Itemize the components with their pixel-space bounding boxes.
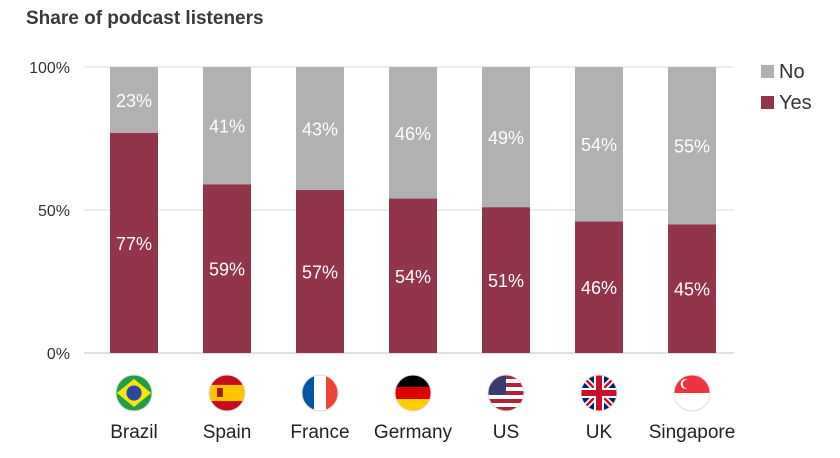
bar-yes-spain [203, 184, 251, 353]
data-label-yes: 46% [581, 278, 617, 298]
category-label: Brazil [110, 422, 158, 443]
data-label-yes: 54% [395, 267, 431, 287]
bar-no-uk [575, 67, 623, 222]
data-label-yes: 57% [302, 262, 338, 282]
data-label-yes: 51% [488, 271, 524, 291]
bar-no-singapore [668, 67, 716, 225]
bar-no-france [296, 67, 344, 190]
category-label: US [493, 422, 519, 443]
category-label: France [290, 422, 349, 443]
data-label-no: 49% [488, 128, 524, 148]
data-label-no: 41% [209, 117, 245, 137]
spain-flag-icon [208, 374, 246, 412]
category-label: Germany [374, 422, 453, 443]
chart-title: Share of podcast listeners [26, 8, 264, 29]
category-label: UK [586, 422, 613, 443]
y-tick-label: 100% [29, 60, 70, 77]
bar-no-us [482, 67, 530, 208]
legend-swatch-no [761, 65, 774, 78]
y-tick-label: 0% [47, 346, 70, 363]
data-label-no: 46% [395, 124, 431, 144]
bar-yes-singapore [668, 224, 716, 353]
data-label-yes: 59% [209, 260, 245, 280]
category-label: Spain [203, 422, 252, 443]
uk-flag-icon [580, 374, 618, 412]
singapore-flag-icon [673, 374, 711, 412]
y-tick-label: 50% [38, 203, 70, 220]
usa-flag-icon [487, 374, 525, 412]
bar-yes-france [296, 189, 344, 353]
data-label-no: 55% [674, 137, 710, 157]
germany-flag-icon [394, 374, 432, 412]
brazil-flag-icon [115, 374, 153, 412]
bar-yes-germany [389, 198, 437, 353]
france-flag-icon [301, 374, 339, 412]
bar-no-brazil [110, 67, 158, 133]
category-label: Singapore [649, 422, 736, 443]
data-label-no: 43% [302, 119, 338, 139]
bar-yes-brazil [110, 132, 158, 353]
bar-yes-uk [575, 221, 623, 353]
legend-label-yes: Yes [779, 92, 812, 114]
bar-no-germany [389, 67, 437, 199]
bar-no-spain [203, 67, 251, 185]
legend-label-no: No [779, 61, 805, 83]
data-label-yes: 77% [116, 234, 152, 254]
legend-swatch-yes [761, 96, 774, 109]
data-label-no: 23% [116, 91, 152, 111]
bar-yes-us [482, 207, 530, 353]
data-label-no: 54% [581, 135, 617, 155]
data-label-yes: 45% [674, 280, 710, 300]
